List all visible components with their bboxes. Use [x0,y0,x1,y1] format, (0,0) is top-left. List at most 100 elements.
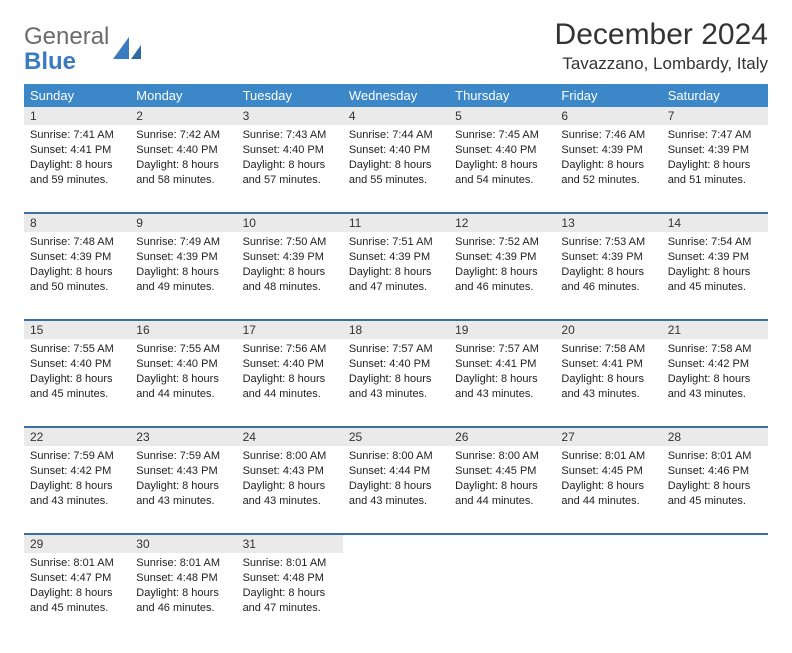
day-body: Sunrise: 7:46 AMSunset: 4:39 PMDaylight:… [555,125,661,193]
sunset-line: Sunset: 4:39 PM [561,250,655,265]
day-body: Sunrise: 7:55 AMSunset: 4:40 PMDaylight:… [130,339,236,407]
sunset-line: Sunset: 4:42 PM [30,464,124,479]
weekday-header: Sunday [24,84,130,107]
sunset-line: Sunset: 4:39 PM [349,250,443,265]
sunset-line: Sunset: 4:41 PM [561,357,655,372]
day-body-cell: Sunrise: 7:57 AMSunset: 4:40 PMDaylight:… [343,339,449,427]
sunrise-line: Sunrise: 7:50 AM [243,235,337,250]
day-number-cell [555,534,661,553]
sunset-line: Sunset: 4:39 PM [136,250,230,265]
sunrise-line: Sunrise: 7:42 AM [136,128,230,143]
sunset-line: Sunset: 4:39 PM [243,250,337,265]
day-number-cell: 4 [343,107,449,125]
day-number-cell: 8 [24,213,130,232]
day-body-cell: Sunrise: 7:51 AMSunset: 4:39 PMDaylight:… [343,232,449,320]
day-body-cell: Sunrise: 7:47 AMSunset: 4:39 PMDaylight:… [662,125,768,213]
day-body: Sunrise: 7:57 AMSunset: 4:40 PMDaylight:… [343,339,449,407]
day-body-cell [449,553,555,641]
day-body: Sunrise: 8:01 AMSunset: 4:45 PMDaylight:… [555,446,661,514]
sunset-line: Sunset: 4:45 PM [455,464,549,479]
sunrise-line: Sunrise: 7:44 AM [349,128,443,143]
sunrise-line: Sunrise: 7:46 AM [561,128,655,143]
day-number-cell: 19 [449,320,555,339]
sunset-line: Sunset: 4:41 PM [455,357,549,372]
day-number-cell: 25 [343,427,449,446]
day-body: Sunrise: 7:58 AMSunset: 4:42 PMDaylight:… [662,339,768,407]
day-number-cell: 13 [555,213,661,232]
day-number-cell [662,534,768,553]
day-body: Sunrise: 7:56 AMSunset: 4:40 PMDaylight:… [237,339,343,407]
day-body: Sunrise: 8:01 AMSunset: 4:48 PMDaylight:… [130,553,236,621]
day-body-cell: Sunrise: 7:57 AMSunset: 4:41 PMDaylight:… [449,339,555,427]
day-body-cell: Sunrise: 8:01 AMSunset: 4:45 PMDaylight:… [555,446,661,534]
sunrise-line: Sunrise: 7:54 AM [668,235,762,250]
sunrise-line: Sunrise: 7:51 AM [349,235,443,250]
daylight-line: Daylight: 8 hours and 45 minutes. [668,479,762,509]
sunset-line: Sunset: 4:42 PM [668,357,762,372]
day-number-cell: 28 [662,427,768,446]
day-body-cell: Sunrise: 7:50 AMSunset: 4:39 PMDaylight:… [237,232,343,320]
daylight-line: Daylight: 8 hours and 46 minutes. [561,265,655,295]
sunrise-line: Sunrise: 7:57 AM [349,342,443,357]
day-body: Sunrise: 8:01 AMSunset: 4:48 PMDaylight:… [237,553,343,621]
sunrise-line: Sunrise: 8:00 AM [455,449,549,464]
sunset-line: Sunset: 4:39 PM [668,143,762,158]
brand-logo: General Blue [24,18,145,74]
day-body: Sunrise: 7:41 AMSunset: 4:41 PMDaylight:… [24,125,130,193]
day-body: Sunrise: 7:59 AMSunset: 4:43 PMDaylight:… [130,446,236,514]
daylight-line: Daylight: 8 hours and 44 minutes. [561,479,655,509]
day-number-row: 1234567 [24,107,768,125]
day-body: Sunrise: 7:52 AMSunset: 4:39 PMDaylight:… [449,232,555,300]
sunrise-line: Sunrise: 7:52 AM [455,235,549,250]
daylight-line: Daylight: 8 hours and 48 minutes. [243,265,337,295]
day-number-cell: 22 [24,427,130,446]
day-body-cell: Sunrise: 7:43 AMSunset: 4:40 PMDaylight:… [237,125,343,213]
daylight-line: Daylight: 8 hours and 44 minutes. [136,372,230,402]
sunrise-line: Sunrise: 8:00 AM [243,449,337,464]
day-number-cell: 27 [555,427,661,446]
sunset-line: Sunset: 4:44 PM [349,464,443,479]
day-body: Sunrise: 7:54 AMSunset: 4:39 PMDaylight:… [662,232,768,300]
weekday-header: Friday [555,84,661,107]
day-number-cell: 5 [449,107,555,125]
day-body-cell: Sunrise: 7:49 AMSunset: 4:39 PMDaylight:… [130,232,236,320]
sunset-line: Sunset: 4:45 PM [561,464,655,479]
day-body: Sunrise: 7:58 AMSunset: 4:41 PMDaylight:… [555,339,661,407]
day-body-cell: Sunrise: 7:55 AMSunset: 4:40 PMDaylight:… [24,339,130,427]
sunset-line: Sunset: 4:39 PM [30,250,124,265]
daylight-line: Daylight: 8 hours and 52 minutes. [561,158,655,188]
sunset-line: Sunset: 4:40 PM [349,143,443,158]
day-number-cell: 15 [24,320,130,339]
day-number-cell: 16 [130,320,236,339]
day-body-cell: Sunrise: 8:01 AMSunset: 4:47 PMDaylight:… [24,553,130,641]
day-body-cell: Sunrise: 7:41 AMSunset: 4:41 PMDaylight:… [24,125,130,213]
day-number-cell: 3 [237,107,343,125]
weekday-header: Wednesday [343,84,449,107]
day-number-cell: 21 [662,320,768,339]
brand-sail-icon [111,35,145,65]
daylight-line: Daylight: 8 hours and 43 minutes. [30,479,124,509]
sunset-line: Sunset: 4:40 PM [30,357,124,372]
sunrise-line: Sunrise: 7:55 AM [30,342,124,357]
sunset-line: Sunset: 4:40 PM [455,143,549,158]
month-title: December 2024 [555,18,768,52]
day-body-cell: Sunrise: 7:59 AMSunset: 4:43 PMDaylight:… [130,446,236,534]
sunrise-line: Sunrise: 7:55 AM [136,342,230,357]
daylight-line: Daylight: 8 hours and 59 minutes. [30,158,124,188]
day-number-cell: 24 [237,427,343,446]
daylight-line: Daylight: 8 hours and 43 minutes. [668,372,762,402]
brand-line2: Blue [24,49,109,74]
day-body: Sunrise: 7:43 AMSunset: 4:40 PMDaylight:… [237,125,343,193]
day-body-cell: Sunrise: 7:52 AMSunset: 4:39 PMDaylight:… [449,232,555,320]
day-number-cell: 6 [555,107,661,125]
day-body-cell: Sunrise: 7:46 AMSunset: 4:39 PMDaylight:… [555,125,661,213]
day-body: Sunrise: 8:00 AMSunset: 4:43 PMDaylight:… [237,446,343,514]
weekday-header: Tuesday [237,84,343,107]
sunrise-line: Sunrise: 7:59 AM [30,449,124,464]
day-body-cell: Sunrise: 8:01 AMSunset: 4:48 PMDaylight:… [237,553,343,641]
day-body-cell: Sunrise: 7:53 AMSunset: 4:39 PMDaylight:… [555,232,661,320]
day-number-row: 15161718192021 [24,320,768,339]
day-number-cell [449,534,555,553]
day-number-cell: 17 [237,320,343,339]
daylight-line: Daylight: 8 hours and 45 minutes. [30,586,124,616]
